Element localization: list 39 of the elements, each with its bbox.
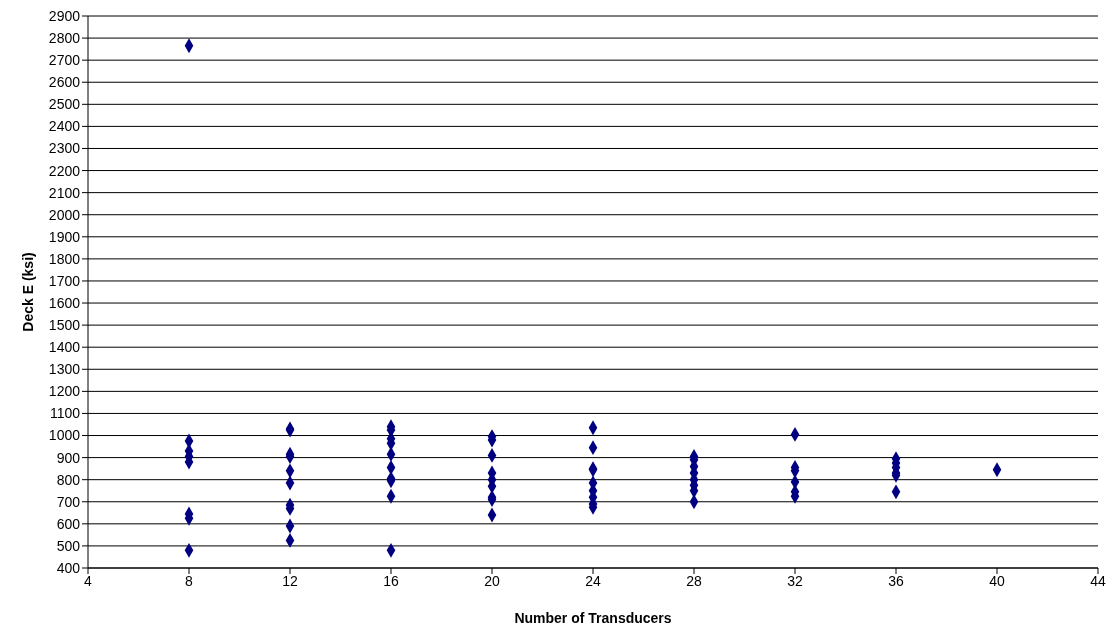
y-tick-label: 1500: [48, 317, 81, 334]
y-tick-label: 2700: [48, 52, 81, 69]
x-tick-label: 8: [185, 572, 194, 589]
y-tick-label: 2600: [48, 74, 81, 91]
y-tick-label: 2900: [48, 7, 81, 24]
x-tick-label: 16: [383, 572, 399, 589]
y-tick-label: 1100: [49, 405, 81, 422]
y-tick-label: 2400: [48, 118, 81, 135]
y-tick-label: 2100: [48, 184, 81, 201]
y-tick-label: 600: [56, 515, 81, 532]
x-tick-label: 32: [787, 572, 803, 589]
y-tick-label: 1300: [48, 361, 81, 378]
x-tick-label: 12: [282, 572, 298, 589]
x-axis-title: Number of Transducers: [514, 610, 672, 626]
y-tick-label: 800: [56, 471, 81, 488]
y-tick-label: 400: [56, 559, 81, 576]
x-tick-label: 4: [84, 572, 93, 589]
x-tick-label: 44: [1090, 572, 1106, 589]
y-tick-label: 1800: [48, 250, 81, 267]
y-tick-label: 500: [56, 537, 81, 554]
y-tick-label: 1900: [48, 228, 81, 245]
y-tick-label: 2300: [48, 140, 81, 157]
y-tick-label: 900: [56, 449, 81, 466]
y-tick-label: 2800: [48, 30, 81, 47]
x-tick-label: 20: [484, 572, 500, 589]
x-tick-label: 40: [989, 572, 1005, 589]
x-tick-label: 28: [686, 572, 702, 589]
y-tick-label: 1000: [48, 427, 81, 444]
y-tick-label: 1400: [48, 339, 81, 356]
y-tick-label: 2500: [48, 96, 81, 113]
y-tick-label: 2000: [48, 206, 81, 223]
y-tick-label: 1600: [48, 295, 81, 312]
y-tick-label: 2200: [48, 162, 81, 179]
y-axis-title: Deck E (ksi): [19, 252, 36, 332]
x-tick-label: 24: [585, 572, 601, 589]
x-tick-label: 36: [888, 572, 904, 589]
y-tick-label: 700: [56, 493, 81, 510]
y-tick-label: 1700: [48, 272, 81, 289]
y-tick-label: 1200: [48, 383, 81, 400]
